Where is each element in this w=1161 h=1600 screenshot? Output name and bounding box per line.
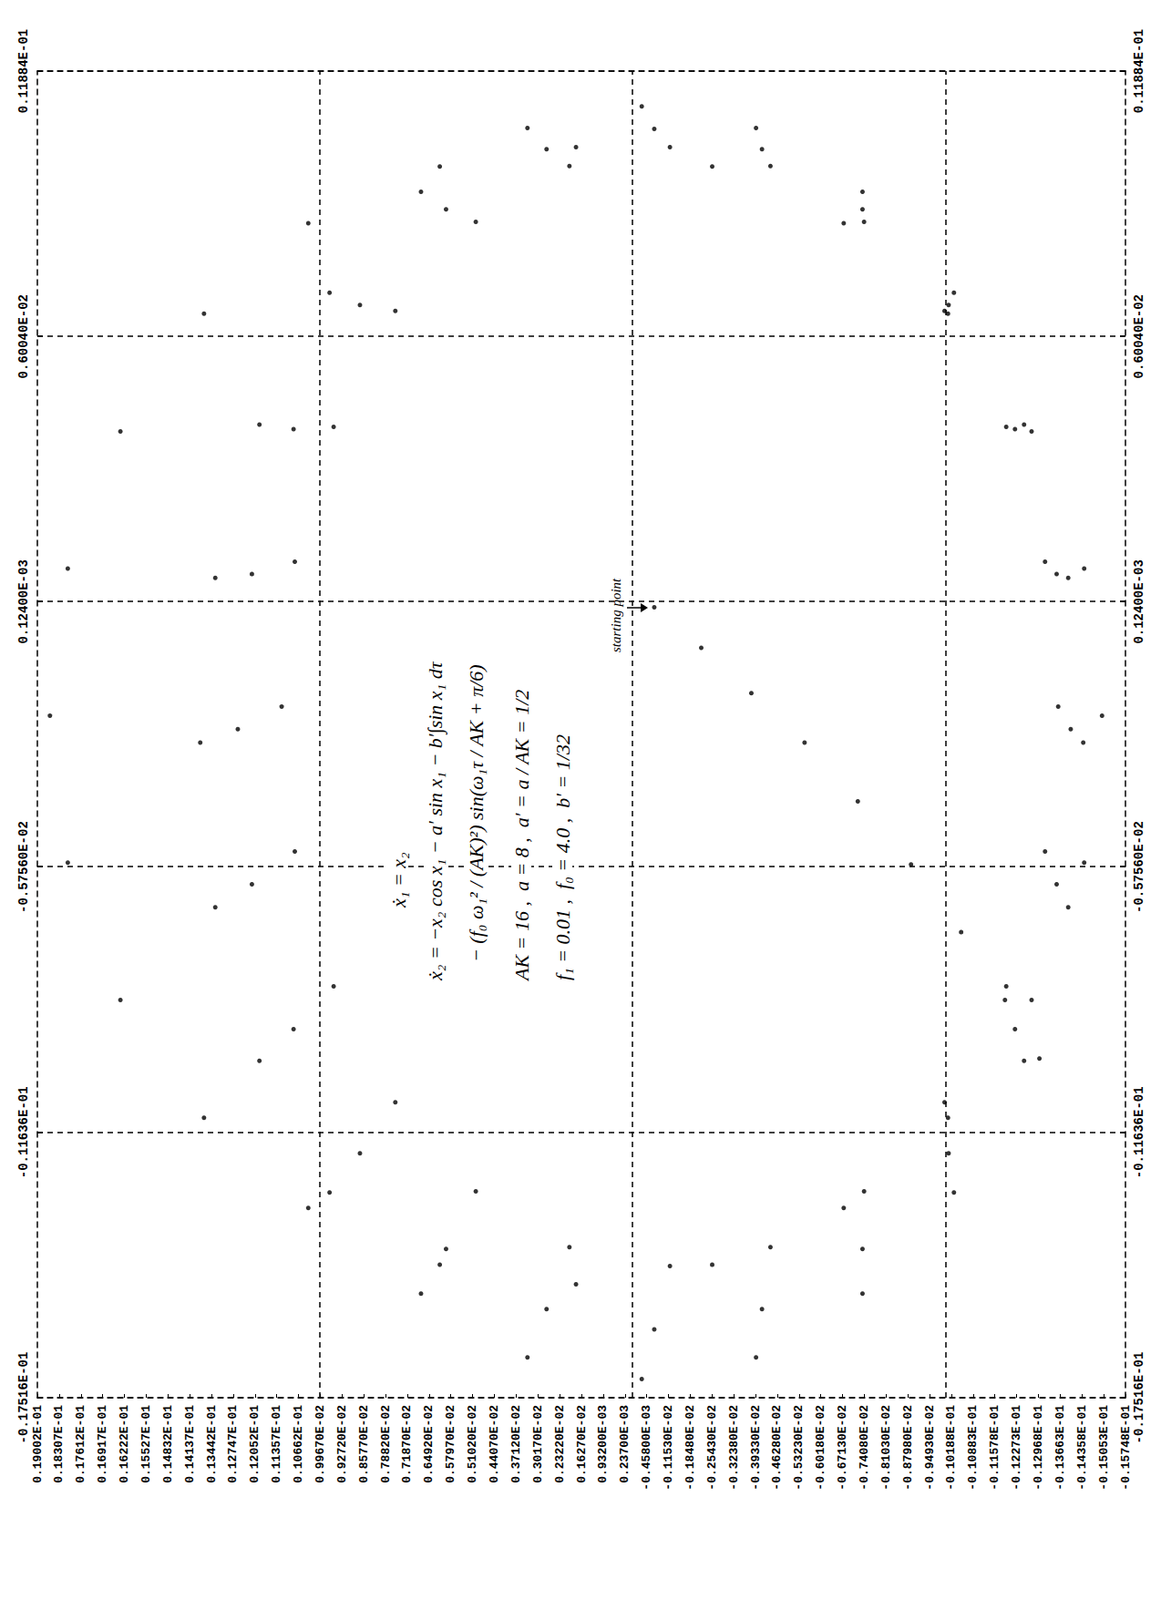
svg-text:-0.12968E-01: -0.12968E-01 <box>1031 1405 1046 1491</box>
svg-text:ẋ₂ = −x₂ cos x₁ − a′ sin x₁ −: ẋ₂ = −x₂ cos x₁ − a′ sin x₁ − b′∫sin x₁ … <box>423 660 448 982</box>
svg-text:-0.53230E-02: -0.53230E-02 <box>791 1405 806 1491</box>
svg-text:-0.94930E-02: -0.94930E-02 <box>923 1405 937 1491</box>
svg-text:-0.32380E-02: -0.32380E-02 <box>727 1405 741 1491</box>
svg-text:0.23700E-03: 0.23700E-03 <box>617 1405 632 1484</box>
svg-text:0.12400E-03: 0.12400E-03 <box>16 559 31 644</box>
svg-text:0.11884E-01: 0.11884E-01 <box>16 29 31 114</box>
svg-text:-0.39330E-02: -0.39330E-02 <box>749 1405 763 1491</box>
svg-text:0.12052E-01: 0.12052E-01 <box>247 1405 262 1484</box>
svg-text:-0.11578E-01: -0.11578E-01 <box>987 1405 1002 1491</box>
svg-text:0.17612E-01: 0.17612E-01 <box>73 1405 88 1484</box>
svg-text:-0.25430E-02: -0.25430E-02 <box>705 1405 720 1491</box>
svg-text:-0.15748E-01: -0.15748E-01 <box>1119 1405 1133 1491</box>
svg-text:-0.87980E-02: -0.87980E-02 <box>901 1405 915 1491</box>
svg-text:AK = 16 , a = 8 , a′ = a / A: AK = 16 , a = 8 , a′ = a / AK = 1/2 <box>510 689 534 983</box>
svg-text:ẋ₁ = x₂: ẋ₁ = x₂ <box>387 852 411 909</box>
svg-text:0.23220E-02: 0.23220E-02 <box>553 1405 567 1484</box>
svg-text:0.14137E-01: 0.14137E-01 <box>183 1405 197 1484</box>
svg-text:0.37120E-02: 0.37120E-02 <box>509 1405 524 1484</box>
svg-text:-0.67130E-02: -0.67130E-02 <box>835 1405 850 1491</box>
svg-text:0.57970E-02: 0.57970E-02 <box>443 1405 458 1484</box>
svg-text:0.93200E-03: 0.93200E-03 <box>595 1405 610 1484</box>
svg-text:0.30170E-02: 0.30170E-02 <box>531 1405 545 1484</box>
svg-text:-0.11636E-01: -0.11636E-01 <box>16 1086 31 1179</box>
svg-text:-0.18480E-02: -0.18480E-02 <box>683 1405 698 1491</box>
svg-text:0.60040E-02: 0.60040E-02 <box>16 294 31 379</box>
svg-text:0.11357E-01: 0.11357E-01 <box>269 1405 284 1484</box>
svg-text:-0.60180E-02: -0.60180E-02 <box>813 1405 828 1491</box>
svg-text:-0.17516E-01: -0.17516E-01 <box>16 1352 31 1445</box>
svg-text:-0.74080E-02: -0.74080E-02 <box>857 1405 872 1491</box>
svg-text:0.16917E-01: 0.16917E-01 <box>95 1405 110 1484</box>
svg-text:-0.57560E-02: -0.57560E-02 <box>1131 821 1147 914</box>
svg-text:0.85770E-02: 0.85770E-02 <box>357 1405 371 1484</box>
svg-text:-0.13663E-01: -0.13663E-01 <box>1053 1405 1068 1491</box>
svg-text:0.99670E-02: 0.99670E-02 <box>313 1405 328 1484</box>
svg-text:0.15527E-01: 0.15527E-01 <box>139 1405 154 1484</box>
svg-text:-0.11530E-02: -0.11530E-02 <box>661 1405 676 1491</box>
svg-text:-0.46280E-02: -0.46280E-02 <box>770 1405 784 1491</box>
svg-text:-0.45800E-03: -0.45800E-03 <box>639 1405 654 1491</box>
svg-text:0.18307E-01: 0.18307E-01 <box>51 1405 66 1484</box>
svg-text:0.71870E-02: 0.71870E-02 <box>400 1405 414 1484</box>
svg-text:0.16222E-01: 0.16222E-01 <box>117 1405 132 1484</box>
svg-text:-0.12273E-01: -0.12273E-01 <box>1009 1405 1024 1491</box>
svg-text:0.64920E-02: 0.64920E-02 <box>421 1405 436 1484</box>
svg-text:-0.14358E-01: -0.14358E-01 <box>1075 1405 1090 1491</box>
svg-text:-0.81030E-02: -0.81030E-02 <box>879 1405 894 1491</box>
svg-text:-0.11636E-01: -0.11636E-01 <box>1131 1086 1147 1179</box>
svg-text:0.10662E-01: 0.10662E-01 <box>291 1405 306 1484</box>
svg-text:-0.57560E-02: -0.57560E-02 <box>16 821 31 914</box>
svg-text:-0.10188E-01: -0.10188E-01 <box>944 1405 958 1491</box>
svg-text:0.12747E-01: 0.12747E-01 <box>226 1405 240 1484</box>
svg-text:0.19002E-01: 0.19002E-01 <box>30 1405 45 1484</box>
svg-text:0.11884E-01: 0.11884E-01 <box>1131 29 1147 114</box>
svg-text:-0.15053E-01: -0.15053E-01 <box>1097 1405 1111 1491</box>
svg-text:0.13442E-01: 0.13442E-01 <box>205 1405 219 1484</box>
svg-text:− (f₀ ω₁² / (AK)²) sin(ω₁τ / A: − (f₀ ω₁² / (AK)²) sin(ω₁τ / AK + π/6) <box>464 664 488 963</box>
svg-text:0.78820E-02: 0.78820E-02 <box>379 1405 393 1484</box>
svg-text:0.12400E-03: 0.12400E-03 <box>1131 559 1147 644</box>
svg-text:0.44070E-02: 0.44070E-02 <box>487 1405 502 1484</box>
svg-text:-0.10883E-01: -0.10883E-01 <box>965 1405 980 1491</box>
svg-text:0.14832E-01: 0.14832E-01 <box>161 1405 175 1484</box>
svg-text:starting point: starting point <box>608 577 624 653</box>
svg-text:0.60040E-02: 0.60040E-02 <box>1131 294 1147 379</box>
svg-text:0.16270E-02: 0.16270E-02 <box>575 1405 589 1484</box>
svg-text:f₁ = 0.01 , f₀ = 4.0 , b′ =: f₁ = 0.01 , f₀ = 4.0 , b′ = 1/32 <box>551 734 575 981</box>
svg-text:0.92720E-02: 0.92720E-02 <box>335 1405 350 1484</box>
svg-text:0.51020E-02: 0.51020E-02 <box>465 1405 480 1484</box>
svg-text:-0.17516E-01: -0.17516E-01 <box>1131 1352 1147 1445</box>
